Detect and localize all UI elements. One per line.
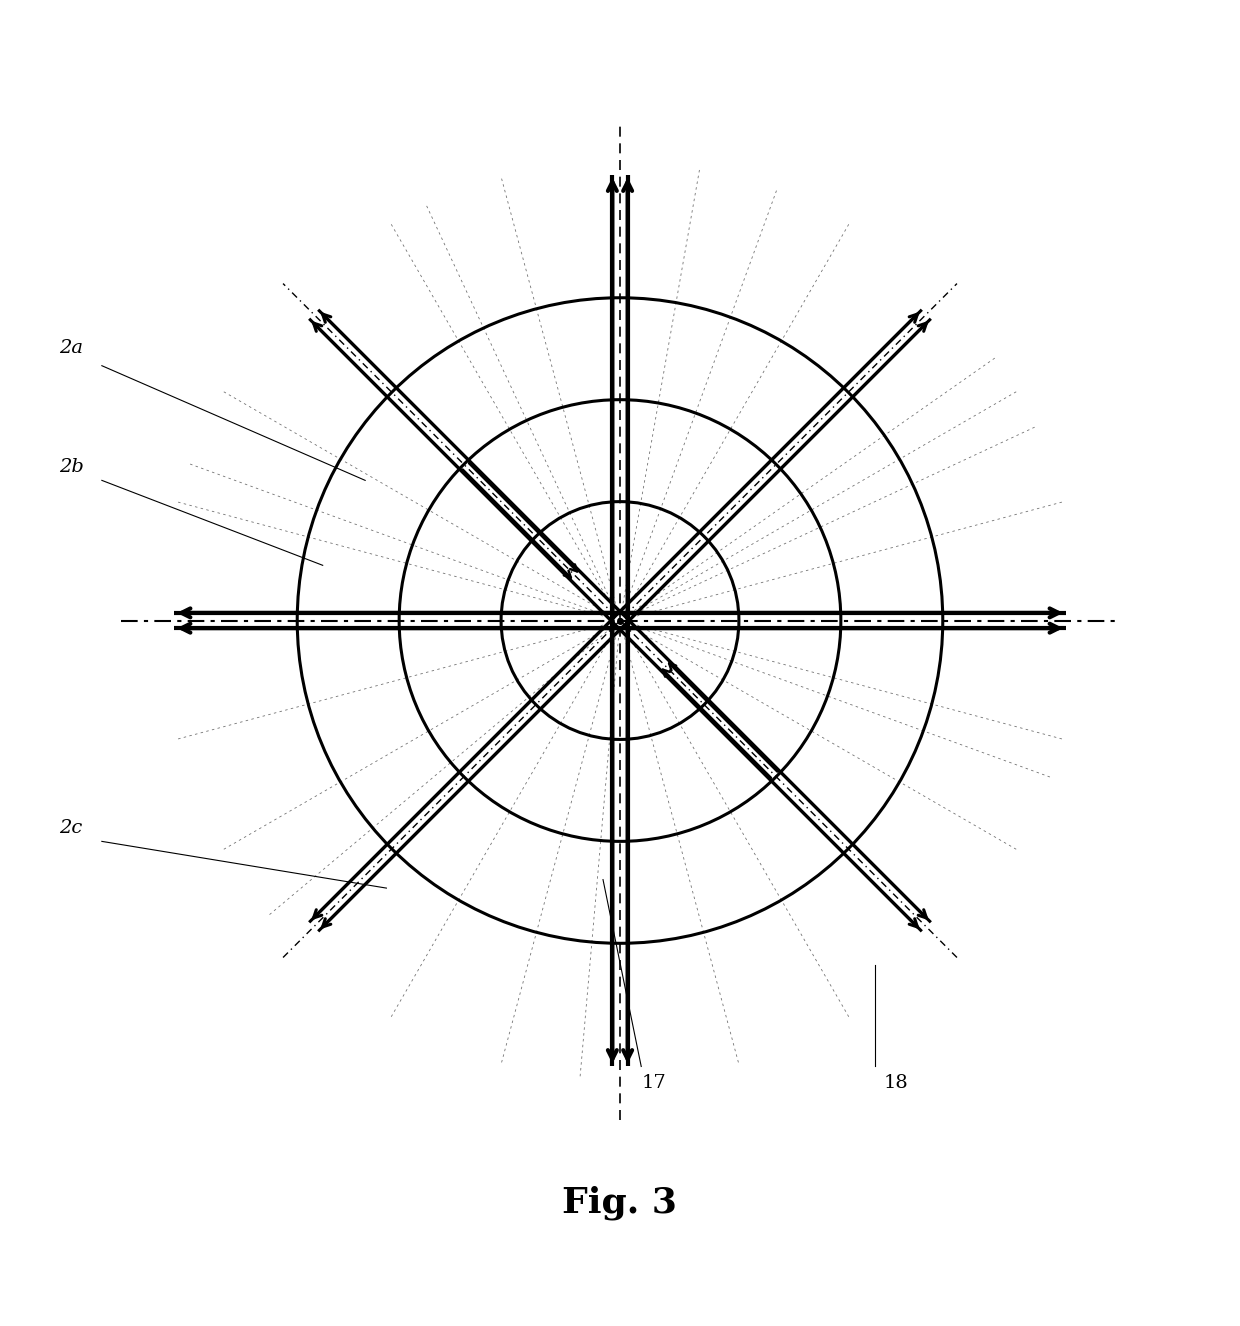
Text: Fig. 3: Fig. 3 [563, 1185, 677, 1220]
Text: 2c: 2c [60, 819, 83, 837]
Text: 17: 17 [641, 1074, 666, 1091]
Text: 18: 18 [884, 1074, 909, 1091]
Text: 2b: 2b [60, 457, 84, 476]
Text: 2a: 2a [60, 339, 83, 357]
